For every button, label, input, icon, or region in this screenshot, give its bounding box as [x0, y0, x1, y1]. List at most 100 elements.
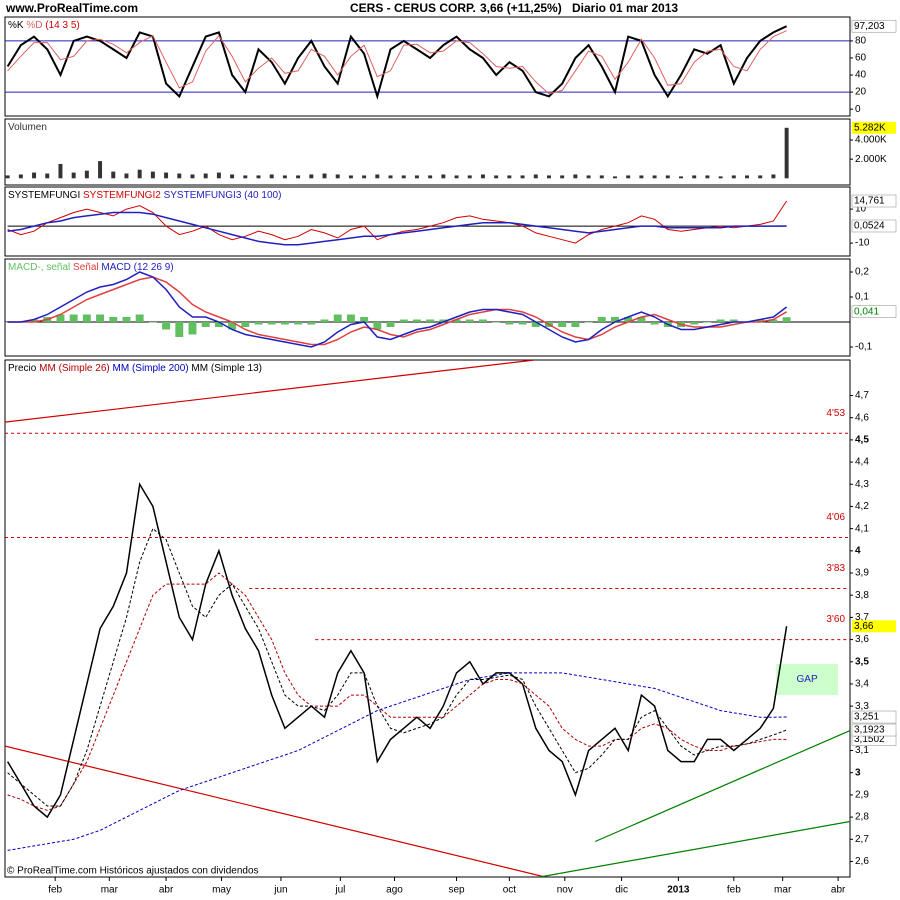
y-tick-label: 3,3	[855, 701, 869, 712]
last-value-label: 3,1923	[854, 725, 885, 736]
bar	[690, 322, 699, 325]
y-tick-label: 3,4	[855, 679, 869, 690]
y-tick-label: -0,1	[855, 342, 873, 353]
legend-entry: Señal	[73, 262, 99, 273]
bar	[758, 175, 763, 179]
last-value-box	[851, 219, 897, 233]
bar	[375, 174, 380, 179]
trend-line	[594, 730, 850, 843]
bar	[164, 172, 169, 179]
bar	[307, 322, 316, 325]
bar	[256, 175, 261, 179]
series-line	[7, 211, 787, 246]
bar	[692, 175, 697, 179]
bar	[373, 322, 382, 330]
level-label: 4'06	[826, 512, 845, 523]
bar	[518, 322, 527, 325]
last-value-label: 0,0524	[854, 221, 885, 232]
legend-entry: MACD (12 26 9)	[101, 262, 173, 273]
y-tick-label: 4,6	[855, 412, 869, 423]
title: CERS - CERUS CORP.	[350, 1, 476, 15]
bar	[399, 319, 408, 322]
bar	[705, 175, 710, 179]
y-tick-label: 3,9	[855, 568, 869, 579]
legend-entry: %D	[26, 20, 42, 31]
series-line	[7, 30, 787, 95]
bar	[216, 172, 221, 179]
legend: MACD-, señal Señal MACD (12 26 9)	[8, 262, 174, 273]
bar	[177, 173, 182, 179]
bar	[454, 175, 459, 179]
bar	[82, 314, 91, 322]
last-value-box	[851, 710, 897, 724]
bar	[135, 314, 144, 322]
bar	[665, 175, 670, 179]
bar	[362, 175, 367, 179]
bar	[480, 174, 485, 179]
bar	[533, 174, 538, 179]
bar	[558, 322, 567, 327]
legend-entry: MM (Simple 200)	[113, 363, 189, 374]
bar	[150, 171, 155, 179]
bar	[782, 317, 791, 322]
last-value-box	[851, 19, 897, 33]
y-tick-label: 2,7	[855, 834, 869, 845]
y-tick-label: 4,5	[855, 435, 869, 446]
bar	[718, 176, 723, 179]
bar	[214, 322, 223, 327]
level-label: 4'53	[826, 408, 845, 419]
bar	[360, 317, 369, 322]
bar	[560, 175, 565, 179]
y-tick-label: 3,5	[855, 656, 869, 667]
bar	[650, 322, 659, 325]
series-line	[7, 672, 787, 851]
bar	[573, 174, 578, 179]
bar	[599, 175, 604, 179]
bar	[784, 127, 789, 179]
gap-box	[776, 663, 839, 696]
bar	[716, 319, 725, 322]
legend: Precio MM (Simple 26) MM (Simple 200) MM…	[8, 363, 262, 374]
plot	[5, 360, 850, 877]
legend-entry: Precio	[8, 363, 37, 374]
legend-entry: %K	[8, 20, 24, 31]
site: www.ProRealTime.com	[5, 1, 138, 15]
bar	[679, 176, 683, 179]
bar	[426, 319, 435, 322]
bar	[729, 319, 738, 322]
y-tick-label: 40	[855, 70, 867, 81]
y-tick-label: 4,1	[855, 523, 869, 534]
bar	[111, 171, 116, 179]
last-value-box	[851, 194, 897, 208]
x-tick-label: oct	[503, 885, 517, 896]
bar	[122, 317, 131, 322]
series-line	[7, 572, 787, 811]
legend: %K %D (14 3 5)	[8, 20, 80, 31]
bar	[58, 163, 63, 179]
bar	[439, 319, 448, 322]
y-tick-label: 3,8	[855, 590, 869, 601]
legend-entry: MACD-, señal	[8, 262, 70, 273]
legend-entry: SYSTEMFUNGI3 (40 100)	[164, 190, 282, 201]
bar	[296, 175, 301, 179]
x-tick-label: jun	[273, 885, 287, 896]
plot	[7, 200, 788, 246]
bar	[45, 173, 50, 179]
bar	[452, 319, 461, 322]
panel	[4, 186, 851, 257]
y-tick-label: 2.000K	[855, 154, 887, 165]
y-tick-label: 0	[855, 104, 861, 115]
series-line	[7, 200, 788, 244]
y-tick-label: 3,1	[855, 745, 869, 756]
x-tick-label: ago	[386, 885, 403, 896]
y-tick-label: 10	[855, 204, 867, 215]
bar	[333, 314, 342, 322]
bar	[428, 175, 433, 179]
bar	[124, 173, 129, 179]
bar	[756, 319, 765, 322]
bar	[652, 175, 657, 179]
bar	[254, 322, 263, 325]
x-tick-label: mar	[774, 885, 792, 896]
y-tick-label: 0,1	[855, 292, 869, 303]
